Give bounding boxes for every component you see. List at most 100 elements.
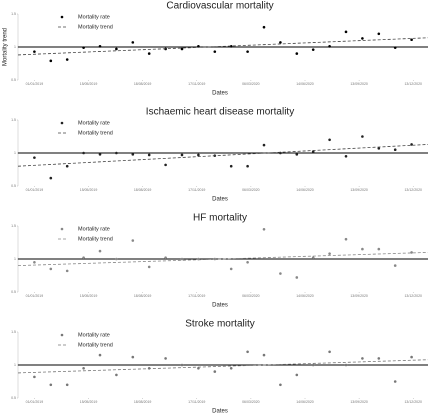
data-point: [377, 247, 381, 251]
x-tick-label: 13/12/2020: [404, 294, 422, 298]
x-tick-label: 06/03/2020: [242, 294, 260, 298]
x-axis-label: Dates: [212, 303, 228, 309]
data-point: [98, 153, 102, 156]
panel: HF mortality Dates 0.5 1 1.5 01/01/2019 15/05/…: [11, 213, 429, 309]
data-point: [279, 41, 282, 44]
y-tick-label: 1.5: [11, 12, 16, 16]
data-point: [246, 50, 249, 53]
data-point: [246, 261, 249, 264]
x-tick-label: 14/06/2020: [296, 294, 314, 298]
data-point: [295, 153, 299, 156]
data-point: [311, 363, 315, 367]
y-tick-label: 1.5: [11, 330, 16, 334]
data-point: [65, 164, 69, 168]
x-tick-label: 17/11/2019: [188, 294, 205, 298]
y-tick-label: 1.5: [11, 118, 16, 122]
x-tick-label: 06/03/2020: [242, 188, 260, 192]
x-tick-label: 18/08/2019: [134, 294, 152, 298]
data-point: [377, 32, 381, 36]
data-point: [344, 30, 348, 34]
data-point: [295, 373, 299, 377]
x-tick-label: 14/06/2020: [296, 188, 314, 192]
x-tick-label: 13/09/2020: [350, 82, 368, 86]
x-tick-label: 13/09/2020: [350, 400, 368, 404]
data-point: [131, 41, 135, 44]
x-tick-label: 13/12/2020: [404, 188, 422, 192]
data-point: [98, 45, 102, 48]
x-tick-label: 13/09/2020: [350, 188, 368, 192]
x-tick-label: 06/03/2020: [242, 400, 260, 404]
data-point: [311, 48, 315, 51]
data-point: [246, 350, 249, 354]
data-point: [279, 272, 282, 275]
data-point: [164, 256, 167, 259]
data-point: [410, 251, 413, 254]
chart-title: Stroke mortality: [185, 319, 254, 330]
data-point: [262, 228, 266, 231]
data-point: [344, 237, 348, 241]
panel: Stroke mortality Dates 0.5 1 1.5 01/01/2019 15…: [11, 319, 429, 415]
x-axis-label: Dates: [212, 197, 228, 203]
legend-label: Mortality rate: [78, 332, 110, 338]
data-point: [147, 265, 151, 269]
data-point: [246, 164, 249, 168]
legend-label: Mortality rate: [78, 120, 110, 126]
x-tick-label: 15/05/2019: [80, 294, 98, 298]
data-point: [361, 135, 364, 138]
data-point: [229, 267, 233, 271]
chart-title: Cardiovascular mortality: [166, 1, 273, 12]
y-axis-label: Mortality trend: [3, 28, 9, 66]
data-point: [131, 153, 135, 156]
data-point: [115, 47, 118, 51]
data-point: [328, 252, 331, 256]
data-point: [65, 58, 69, 61]
data-point: [147, 52, 151, 55]
data-point: [147, 153, 151, 157]
panel: Cardiovascular mortality Mortality trend D…: [3, 1, 429, 97]
y-tick-label: 0.5: [11, 290, 16, 294]
data-point: [49, 59, 53, 63]
y-tick-label: 1: [14, 45, 16, 49]
data-point: [33, 50, 36, 53]
data-point: [393, 148, 397, 151]
x-tick-label: 15/05/2019: [80, 400, 98, 404]
legend-label: Mortality rate: [78, 226, 110, 232]
data-point: [49, 176, 53, 180]
data-point: [115, 151, 118, 155]
legend-marker: [60, 15, 64, 19]
x-axis-label: Dates: [212, 409, 228, 415]
x-tick-label: 15/05/2019: [80, 82, 98, 86]
legend-marker: [60, 333, 64, 337]
x-tick-label: 13/09/2020: [350, 294, 368, 298]
trend-line: [17, 37, 429, 56]
data-point: [361, 357, 364, 360]
y-tick-label: 1: [14, 151, 16, 155]
data-point: [82, 367, 85, 370]
x-tick-label: 17/11/2019: [188, 82, 205, 86]
data-point: [180, 257, 184, 261]
x-tick-label: 17/11/2019: [188, 188, 205, 192]
x-tick-label: 15/05/2019: [80, 188, 98, 192]
data-point: [311, 256, 315, 259]
x-tick-label: 01/01/2019: [26, 400, 44, 404]
x-tick-label: 01/01/2019: [26, 188, 44, 192]
data-point: [33, 375, 36, 379]
y-tick-label: 1: [14, 257, 16, 261]
x-tick-label: 01/01/2019: [26, 82, 44, 86]
legend-label: Mortality rate: [78, 14, 110, 20]
data-point: [115, 257, 118, 261]
data-point: [328, 350, 331, 354]
legend-label: Mortality trend: [78, 236, 113, 242]
data-point: [344, 155, 348, 158]
data-point: [180, 153, 184, 157]
x-tick-label: 13/12/2020: [404, 400, 422, 404]
y-tick-label: 1: [14, 363, 16, 367]
data-point: [262, 25, 266, 29]
legend-label: Mortality trend: [78, 342, 113, 348]
data-point: [98, 353, 102, 357]
data-point: [262, 143, 266, 147]
x-tick-label: 06/03/2020: [242, 82, 260, 86]
x-tick-label: 18/08/2019: [134, 188, 152, 192]
data-point: [328, 45, 331, 48]
